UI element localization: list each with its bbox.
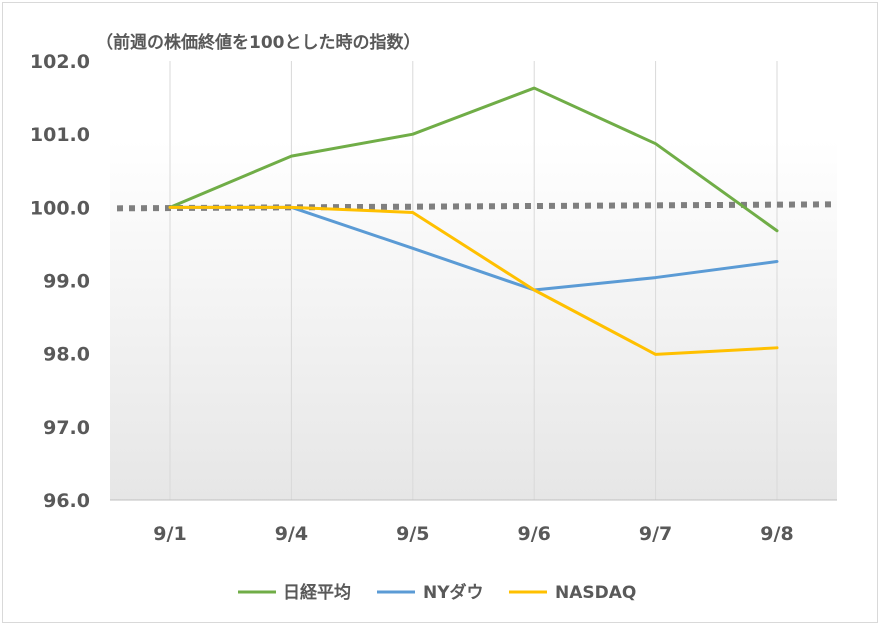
y-tick-label: 102.0 — [30, 51, 90, 73]
legend-label: NASDAQ — [555, 583, 636, 603]
legend: 日経平均 NYダウ NASDAQ — [238, 582, 636, 603]
x-tick-label: 9/4 — [275, 523, 308, 545]
y-tick-label: 97.0 — [43, 417, 90, 439]
y-tick-label: 101.0 — [30, 124, 90, 146]
y-tick-label: 98.0 — [43, 344, 90, 366]
y-tick-label: 96.0 — [43, 490, 90, 512]
series-line-0 — [168, 86, 779, 233]
x-axis: 9/1 9/4 9/5 9/6 9/7 9/8 — [153, 523, 793, 545]
x-tick-label: 9/1 — [153, 523, 186, 545]
y-tick-label: 99.0 — [43, 271, 90, 293]
legend-label: NYダウ — [423, 582, 484, 603]
plot-area — [110, 140, 837, 500]
chart-title: （前週の株価終値を100とした時の指数） — [96, 32, 421, 53]
y-tick-label: 100.0 — [30, 197, 90, 219]
x-tick-label: 9/6 — [518, 523, 551, 545]
x-tick-label: 9/8 — [760, 523, 793, 545]
series-line-2 — [168, 205, 779, 356]
x-tick-label: 9/7 — [639, 523, 672, 545]
x-tick-label: 9/5 — [396, 523, 429, 545]
series-group — [168, 86, 779, 356]
grid-lines — [169, 61, 778, 500]
y-axis: 96.0 97.0 98.0 99.0 100.0 101.0 102.0 — [30, 51, 90, 512]
legend-label: 日経平均 — [283, 582, 351, 603]
